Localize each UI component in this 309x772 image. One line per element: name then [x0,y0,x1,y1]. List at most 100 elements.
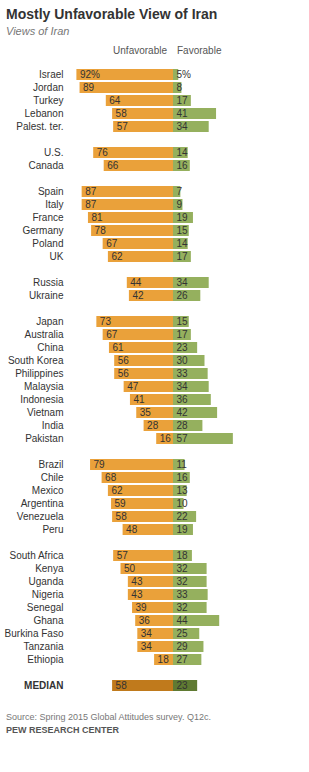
svg-text:19: 19 [177,524,189,535]
svg-text:France: France [32,212,64,223]
svg-text:Ethiopia: Ethiopia [27,654,64,665]
svg-text:Turkey: Turkey [33,95,63,106]
svg-text:5%: 5% [177,69,192,80]
svg-text:Jordan: Jordan [33,82,64,93]
svg-text:67: 67 [106,329,118,340]
svg-text:Burkina Faso: Burkina Faso [5,628,64,639]
svg-text:34: 34 [141,641,153,652]
svg-text:35: 35 [140,407,152,418]
svg-text:48: 48 [126,524,138,535]
svg-text:34: 34 [177,381,189,392]
svg-text:Spain: Spain [38,186,64,197]
svg-text:14: 14 [177,238,189,249]
svg-text:18: 18 [158,654,170,665]
svg-text:U.S.: U.S. [44,147,63,158]
svg-text:7: 7 [177,186,183,197]
svg-text:64: 64 [109,95,121,106]
svg-text:43: 43 [131,589,143,600]
svg-text:Ukraine: Ukraine [29,290,64,301]
svg-text:81: 81 [91,212,103,223]
svg-text:58: 58 [116,108,128,119]
svg-text:17: 17 [177,95,189,106]
svg-text:32: 32 [177,563,189,574]
svg-text:MEDIAN: MEDIAN [24,680,63,691]
svg-text:India: India [42,420,64,431]
svg-text:58: 58 [116,680,128,691]
svg-text:9: 9 [177,199,183,210]
svg-text:44: 44 [130,277,142,288]
svg-text:Indonesia: Indonesia [20,394,64,405]
svg-text:Germany: Germany [22,225,63,236]
svg-text:Lebanon: Lebanon [25,108,64,119]
svg-text:Brazil: Brazil [38,459,63,470]
svg-text:Chile: Chile [41,472,64,483]
svg-text:16: 16 [177,472,189,483]
svg-text:17: 17 [177,329,189,340]
svg-text:34: 34 [177,277,189,288]
svg-text:Kenya: Kenya [35,563,64,574]
svg-text:56: 56 [118,368,130,379]
svg-text:Russia: Russia [33,277,64,288]
svg-text:Canada: Canada [28,160,63,171]
svg-text:34: 34 [177,121,189,132]
svg-text:79: 79 [94,459,106,470]
svg-text:Senegal: Senegal [27,602,64,613]
svg-text:16: 16 [160,433,172,444]
svg-text:Palest. ter.: Palest. ter. [16,121,63,132]
svg-text:68: 68 [105,472,117,483]
svg-text:47: 47 [127,381,139,392]
svg-text:57: 57 [117,550,129,561]
svg-text:76: 76 [97,147,109,158]
svg-text:26: 26 [177,290,189,301]
svg-text:87: 87 [85,186,97,197]
svg-text:73: 73 [100,316,112,327]
svg-text:32: 32 [177,602,189,613]
svg-text:Israel: Israel [39,69,63,80]
svg-text:23: 23 [177,342,189,353]
svg-text:33: 33 [177,368,189,379]
svg-text:Vietnam: Vietnam [27,407,64,418]
svg-text:16: 16 [177,160,189,171]
svg-text:62: 62 [111,485,123,496]
svg-text:Venezuela: Venezuela [17,511,64,522]
svg-text:28: 28 [147,420,159,431]
svg-text:61: 61 [112,342,124,353]
svg-text:42: 42 [177,407,189,418]
svg-text:66: 66 [107,160,119,171]
svg-text:15: 15 [177,225,189,236]
svg-text:41: 41 [177,108,189,119]
svg-text:Uganda: Uganda [28,576,63,587]
svg-text:Nigeria: Nigeria [32,589,64,600]
svg-text:23: 23 [177,680,189,691]
svg-text:43: 43 [131,576,143,587]
svg-text:33: 33 [177,589,189,600]
svg-text:28: 28 [177,420,189,431]
svg-text:China: China [37,342,64,353]
svg-text:39: 39 [136,602,148,613]
svg-text:27: 27 [177,654,189,665]
svg-text:36: 36 [177,394,189,405]
svg-text:19: 19 [177,212,189,223]
svg-text:57: 57 [117,121,129,132]
svg-text:Malaysia: Malaysia [24,381,64,392]
svg-text:41: 41 [133,394,145,405]
svg-text:Japan: Japan [36,316,63,327]
svg-text:29: 29 [177,641,189,652]
svg-text:67: 67 [106,238,118,249]
svg-text:Argentina: Argentina [21,498,64,509]
svg-text:78: 78 [95,225,107,236]
svg-text:Peru: Peru [42,524,63,535]
svg-text:32: 32 [177,576,189,587]
svg-text:62: 62 [111,251,123,262]
svg-text:South Africa: South Africa [10,550,64,561]
svg-text:13: 13 [177,485,189,496]
svg-text:Ghana: Ghana [33,615,63,626]
svg-text:44: 44 [177,615,189,626]
svg-text:Mexico: Mexico [32,485,64,496]
svg-text:8: 8 [177,82,183,93]
svg-text:17: 17 [177,251,189,262]
svg-text:92%: 92% [80,69,100,80]
svg-text:Pakistan: Pakistan [25,433,63,444]
svg-text:25: 25 [177,628,189,639]
svg-text:11: 11 [177,459,188,470]
